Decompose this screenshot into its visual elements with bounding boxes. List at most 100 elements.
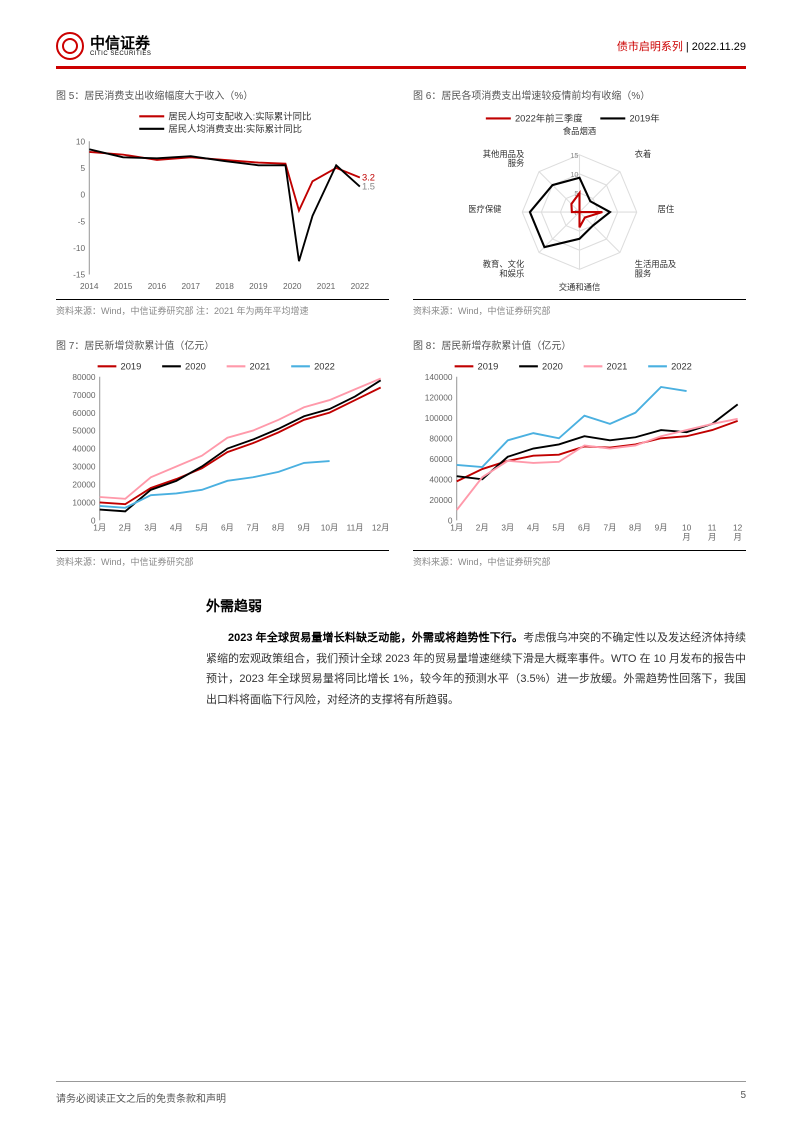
svg-text:医疗保健: 医疗保健 <box>468 204 501 214</box>
svg-text:60000: 60000 <box>72 408 95 418</box>
svg-text:2022: 2022 <box>671 362 692 372</box>
svg-text:月: 月 <box>734 532 742 542</box>
svg-text:0: 0 <box>81 190 86 200</box>
svg-text:120000: 120000 <box>425 393 453 403</box>
chart-8: 图 8：居民新增存款累计值（亿元） 2019202020212022020000… <box>413 337 746 567</box>
chart-7-svg: 2019202020212022010000200003000040000500… <box>56 358 389 545</box>
footer-page: 5 <box>740 1090 746 1105</box>
page: 中信证券 CITIC SECURITIES 债市启明系列|2022.11.29 … <box>0 0 802 1133</box>
svg-text:2021: 2021 <box>607 362 628 372</box>
svg-text:衣着: 衣着 <box>635 149 652 159</box>
svg-text:4月: 4月 <box>170 523 183 533</box>
svg-text:1月: 1月 <box>450 523 463 533</box>
section-heading: 外需趋弱 <box>206 596 746 616</box>
svg-text:2022: 2022 <box>351 281 370 291</box>
footer-disclaimer: 请务必阅读正文之后的免责条款和声明 <box>56 1090 226 1105</box>
header: 中信证券 CITIC SECURITIES 债市启明系列|2022.11.29 <box>56 32 746 69</box>
chart-source: 资料来源：Wind，中信证券研究部 <box>56 550 389 568</box>
logo-cn: 中信证券 <box>90 36 151 51</box>
svg-text:3月: 3月 <box>144 523 157 533</box>
svg-text:1月: 1月 <box>93 523 106 533</box>
header-date: 2022.11.29 <box>692 41 746 53</box>
svg-text:40000: 40000 <box>72 444 95 454</box>
svg-text:12月: 12月 <box>372 523 389 533</box>
svg-text:居民人均消费支出:实际累计同比: 居民人均消费支出:实际累计同比 <box>168 123 302 134</box>
svg-text:服务: 服务 <box>635 269 652 279</box>
svg-text:140000: 140000 <box>425 372 453 382</box>
svg-text:20000: 20000 <box>429 495 452 505</box>
svg-text:80000: 80000 <box>429 434 452 444</box>
footer: 请务必阅读正文之后的免责条款和声明 5 <box>56 1081 746 1105</box>
body-section: 外需趋弱 2023 年全球贸易量增长料缺乏动能，外需或将趋势性下行。考虑俄乌冲突… <box>56 596 746 712</box>
svg-text:30000: 30000 <box>72 462 95 472</box>
svg-text:服务: 服务 <box>508 158 525 168</box>
svg-text:2019: 2019 <box>478 362 499 372</box>
svg-text:2019: 2019 <box>249 281 268 291</box>
svg-text:2017: 2017 <box>182 281 201 291</box>
svg-text:-5: -5 <box>78 216 86 226</box>
svg-text:食品烟酒: 食品烟酒 <box>563 126 596 136</box>
svg-text:11月: 11月 <box>347 523 364 533</box>
svg-text:2月: 2月 <box>119 523 132 533</box>
svg-text:10: 10 <box>76 136 86 146</box>
chart-5: 图 5：居民消费支出收缩幅度大于收入（%） 居民人均可支配收入:实际累计同比居民… <box>56 87 389 317</box>
chart-7: 图 7：居民新增贷款累计值（亿元） 2019202020212022010000… <box>56 337 389 567</box>
chart-6: 图 6：居民各项消费支出增速较疫情前均有收缩（%） 2022年前三季度 2019年… <box>413 87 746 317</box>
chart-6-svg: 2022年前三季度2019年051015食品烟酒衣着居住生活用品及服务交通和通信… <box>413 108 746 295</box>
svg-text:2022: 2022 <box>314 362 335 372</box>
chart-5-svg: 居民人均可支配收入:实际累计同比居民人均消费支出:实际累计同比 -15 -10 -5 0… <box>56 108 389 295</box>
svg-text:-15: -15 <box>73 270 85 280</box>
svg-text:5月: 5月 <box>195 523 208 533</box>
svg-text:20000: 20000 <box>72 480 95 490</box>
body-paragraph: 2023 年全球贸易量增长料缺乏动能，外需或将趋势性下行。考虑俄乌冲突的不确定性… <box>206 628 746 712</box>
chart-title: 图 6：居民各项消费支出增速较疫情前均有收缩（%） <box>413 87 746 102</box>
svg-text:9月: 9月 <box>298 523 311 533</box>
svg-text:80000: 80000 <box>72 372 95 382</box>
svg-text:2022年前三季度: 2022年前三季度 <box>515 113 583 124</box>
svg-text:2020: 2020 <box>283 281 302 291</box>
svg-text:100000: 100000 <box>425 413 453 423</box>
svg-text:9月: 9月 <box>655 523 668 533</box>
header-meta: 债市启明系列|2022.11.29 <box>617 38 746 54</box>
svg-text:6月: 6月 <box>221 523 234 533</box>
svg-text:7月: 7月 <box>246 523 259 533</box>
svg-text:和娱乐: 和娱乐 <box>499 269 524 279</box>
series-title: 债市启明系列 <box>617 41 683 53</box>
svg-text:月: 月 <box>682 532 690 542</box>
svg-text:2015: 2015 <box>114 281 133 291</box>
svg-text:60000: 60000 <box>429 454 452 464</box>
svg-text:7月: 7月 <box>603 523 616 533</box>
svg-text:10000: 10000 <box>72 498 95 508</box>
svg-text:5: 5 <box>81 163 86 173</box>
svg-text:2020: 2020 <box>185 362 206 372</box>
svg-text:2019年: 2019年 <box>629 113 659 124</box>
svg-text:70000: 70000 <box>72 390 95 400</box>
svg-text:2014: 2014 <box>80 281 99 291</box>
svg-text:8月: 8月 <box>272 523 285 533</box>
svg-text:2021: 2021 <box>250 362 271 372</box>
charts-grid: 图 5：居民消费支出收缩幅度大于收入（%） 居民人均可支配收入:实际累计同比居民… <box>56 87 746 568</box>
logo-mark <box>56 32 84 60</box>
chart-8-svg: 2019202020212022020000400006000080000100… <box>413 358 746 545</box>
svg-text:2019: 2019 <box>121 362 142 372</box>
svg-text:3月: 3月 <box>501 523 514 533</box>
chart-title: 图 7：居民新增贷款累计值（亿元） <box>56 337 389 352</box>
svg-text:2月: 2月 <box>476 523 489 533</box>
logo-en: CITIC SECURITIES <box>90 51 151 57</box>
svg-text:2021: 2021 <box>317 281 336 291</box>
svg-text:-10: -10 <box>73 243 85 253</box>
svg-text:月: 月 <box>708 532 716 542</box>
svg-text:居民人均可支配收入:实际累计同比: 居民人均可支配收入:实际累计同比 <box>168 110 311 121</box>
para-lead: 2023 年全球贸易量增长料缺乏动能，外需或将趋势性下行。 <box>228 632 523 644</box>
svg-text:2018: 2018 <box>215 281 234 291</box>
logo: 中信证券 CITIC SECURITIES <box>56 32 151 60</box>
chart-title: 图 8：居民新增存款累计值（亿元） <box>413 337 746 352</box>
chart-source: 资料来源：Wind，中信证券研究部 <box>413 550 746 568</box>
svg-text:40000: 40000 <box>429 475 452 485</box>
svg-text:8月: 8月 <box>629 523 642 533</box>
svg-text:4月: 4月 <box>527 523 540 533</box>
svg-text:6月: 6月 <box>578 523 591 533</box>
chart-source: 资料来源：Wind，中信证券研究部 <box>413 299 746 317</box>
svg-text:2016: 2016 <box>148 281 167 291</box>
chart-title: 图 5：居民消费支出收缩幅度大于收入（%） <box>56 87 389 102</box>
